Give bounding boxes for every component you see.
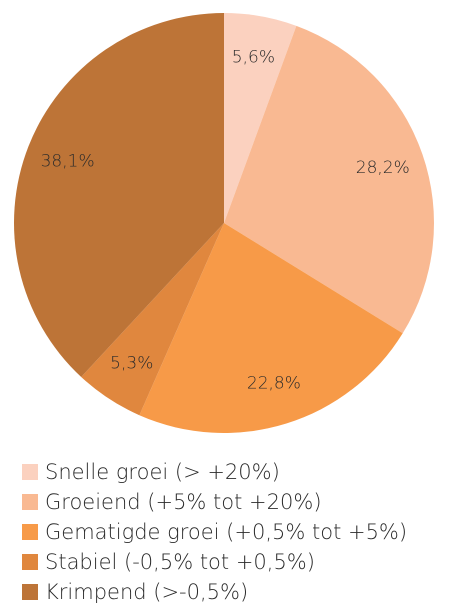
legend-label: Gematigde groei (+0,5% tot +5%) [45, 520, 407, 544]
data-label: 5,3% [110, 353, 153, 373]
pie-slice [81, 223, 224, 416]
pie-slice [224, 13, 297, 223]
legend-swatch [22, 584, 38, 600]
legend-swatch [22, 494, 38, 510]
legend-swatch [22, 524, 38, 540]
legend-label: Krimpend (>-0,5%) [45, 580, 248, 603]
pie-slice [139, 223, 403, 434]
data-label: 38,1% [41, 152, 95, 172]
legend-label: Stabiel (-0,5% tot +0,5%) [45, 550, 315, 574]
data-label: 28,2% [356, 158, 410, 178]
pie-slice [224, 25, 435, 334]
data-label: 5,6% [232, 48, 275, 68]
legend-swatch [22, 464, 38, 480]
data-label: 22,8% [247, 373, 301, 393]
legend-label: Snelle groei (> +20%) [45, 460, 280, 484]
legend-label: Groeiend (+5% tot +20%) [45, 490, 322, 514]
pie-slice [14, 13, 224, 377]
legend-swatch [22, 554, 38, 570]
